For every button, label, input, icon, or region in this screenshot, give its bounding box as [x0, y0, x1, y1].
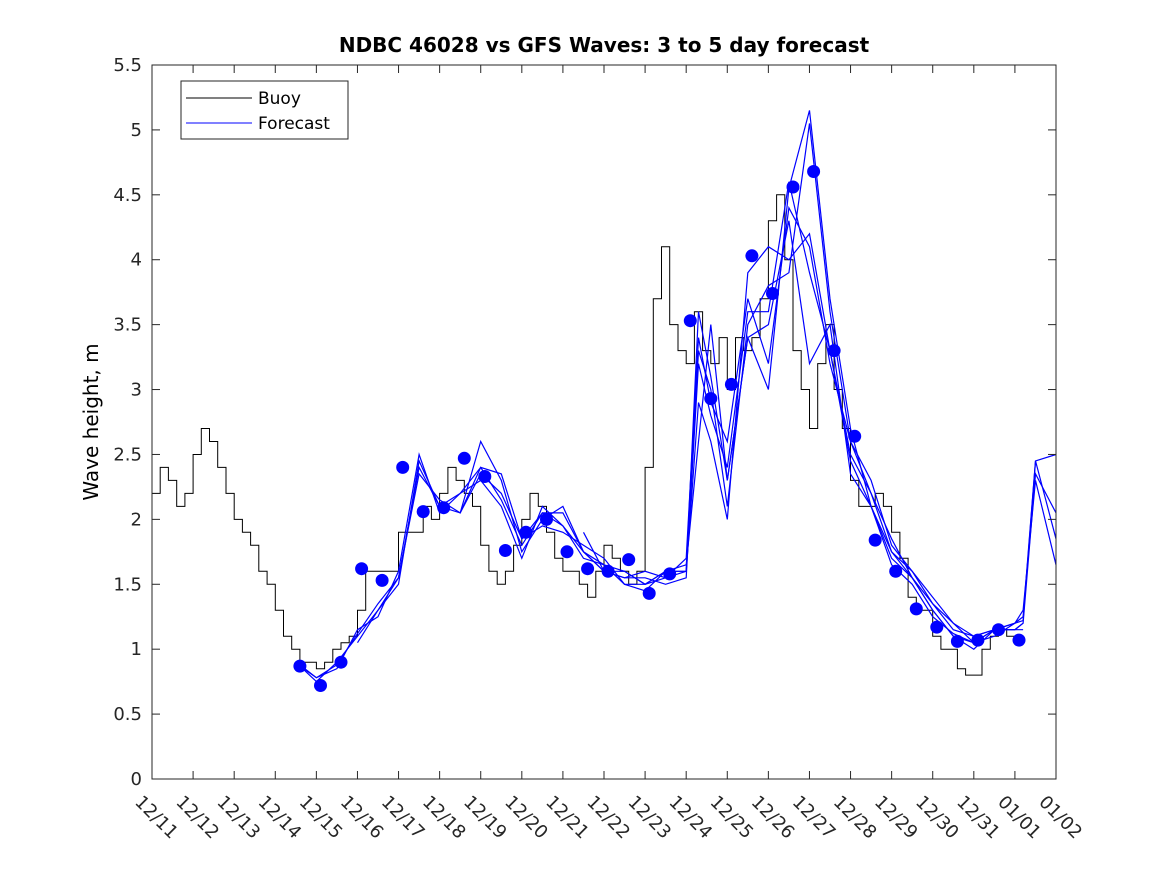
y-tick-label: 1	[131, 639, 142, 660]
y-tick-label: 4	[131, 250, 142, 271]
y-tick-label: 0	[131, 769, 142, 790]
forecast-marker	[704, 392, 718, 406]
forecast-marker	[889, 564, 903, 578]
forecast-marker	[848, 429, 862, 443]
legend-forecast-label: Forecast	[258, 114, 330, 134]
forecast-marker	[601, 564, 615, 578]
forecast-marker	[724, 377, 738, 391]
forecast-marker	[868, 533, 882, 547]
forecast-marker	[909, 602, 923, 616]
forecast-run-line-4	[356, 181, 1024, 644]
y-tick-label: 5.5	[113, 55, 142, 76]
forecast-markers	[293, 165, 1026, 692]
legend-buoy-label: Buoy	[258, 89, 301, 109]
forecast-marker	[766, 287, 779, 300]
y-axis-label: Wave height, m	[79, 343, 103, 500]
forecast-marker	[971, 633, 985, 647]
plot-area	[152, 65, 1056, 779]
forecast-marker	[355, 562, 369, 576]
y-tick-label: 2	[131, 509, 142, 530]
forecast-marker	[1012, 633, 1026, 647]
legend: Buoy Forecast	[180, 80, 349, 140]
y-tick-label: 4.5	[113, 185, 142, 206]
forecast-marker	[622, 553, 636, 567]
forecast-marker	[498, 544, 512, 557]
y-tick-label: 2.5	[113, 444, 142, 465]
forecast-marker	[519, 525, 533, 539]
y-tick-label: 5	[131, 120, 142, 141]
y-tick-label: 3	[131, 380, 142, 401]
plot-frame	[151, 64, 1057, 780]
forecast-marker	[642, 586, 656, 600]
forecast-marker	[581, 562, 595, 576]
forecast-marker	[683, 314, 697, 328]
forecast-marker	[314, 679, 327, 692]
forecast-marker	[807, 165, 821, 178]
forecast-marker	[396, 460, 410, 474]
forecast-marker	[334, 655, 348, 669]
forecast-marker	[786, 180, 800, 194]
forecast-marker	[293, 659, 307, 673]
forecast-marker	[827, 344, 841, 358]
y-tick-label: 1.5	[113, 574, 142, 595]
forecast-marker	[437, 501, 451, 515]
y-tick-label: 0.5	[113, 704, 142, 725]
forecast-marker	[478, 470, 492, 483]
forecast-marker	[663, 567, 677, 581]
chart-title: NDBC 46028 vs GFS Waves: 3 to 5 day fore…	[339, 33, 870, 57]
forecast-marker	[457, 451, 471, 465]
forecast-marker	[375, 573, 389, 587]
forecast-marker	[992, 623, 1005, 637]
forecast-marker	[930, 620, 944, 634]
series-layer	[152, 110, 1057, 683]
forecast-marker	[560, 545, 574, 559]
forecast-marker	[745, 249, 759, 263]
y-tick-label: 3.5	[113, 315, 142, 336]
forecast-marker	[950, 634, 964, 648]
forecast-marker	[416, 505, 430, 519]
forecast-marker	[540, 512, 553, 526]
forecast-run-line-5	[459, 220, 1024, 644]
legend-box	[180, 80, 349, 140]
buoy-series-line	[152, 194, 1024, 676]
